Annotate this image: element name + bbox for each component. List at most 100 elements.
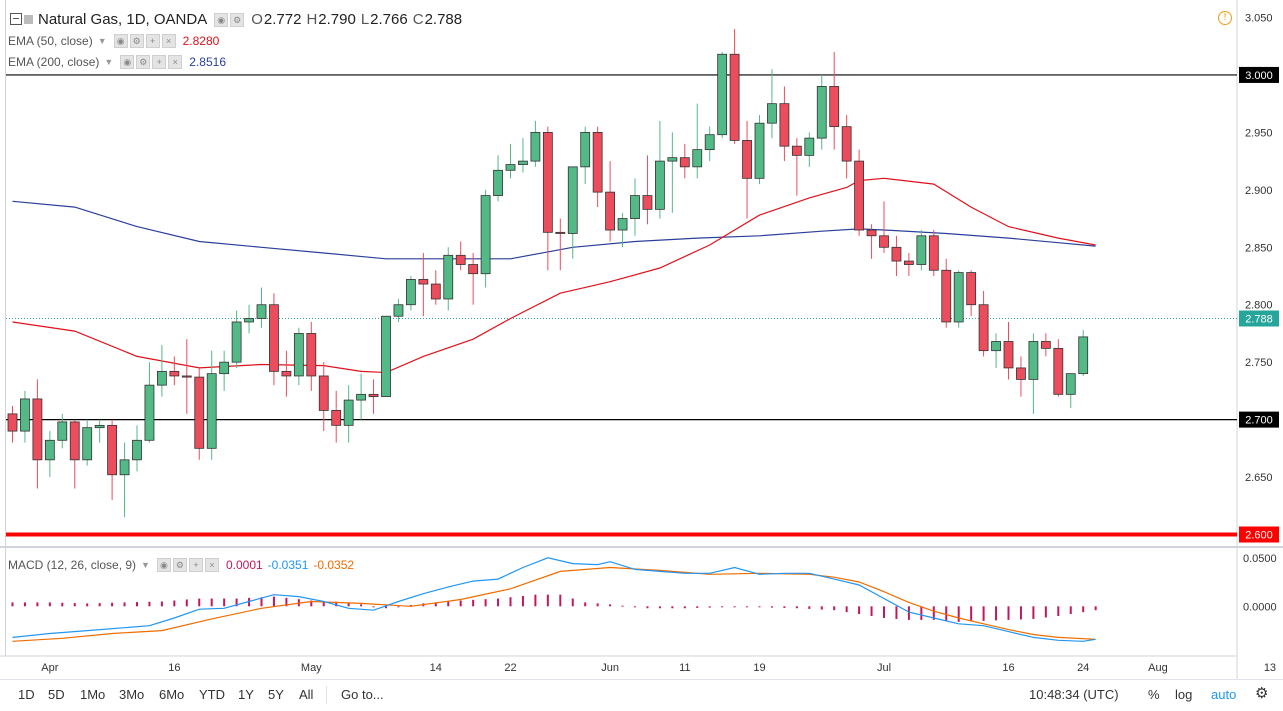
gear-icon[interactable]: ⚙ xyxy=(129,34,144,48)
price-tick-label: 2.650 xyxy=(1245,472,1273,484)
macd-histogram-bar xyxy=(1094,606,1097,611)
macd-action-icons[interactable]: ◉ ⚙ + × xyxy=(156,558,219,572)
add-icon[interactable]: + xyxy=(188,558,203,572)
candle xyxy=(630,178,640,236)
macd-histogram-bar xyxy=(322,601,325,607)
macd-histogram-bar xyxy=(658,606,661,609)
timeframe-5d[interactable]: 5D xyxy=(48,687,65,702)
chart-canvas[interactable]: 3.000 2.700 2.600 3.050 2.950 2.900 2.850 2.800… xyxy=(0,0,1283,679)
last-price-tag xyxy=(1239,310,1279,327)
candle-body xyxy=(916,235,927,265)
gear-icon[interactable]: ⚙ xyxy=(136,55,151,69)
macd-histogram-bar xyxy=(23,602,26,607)
timeframe-all[interactable]: All xyxy=(299,687,314,702)
macd-histogram-bar xyxy=(646,606,649,609)
macd-histogram-bar xyxy=(509,597,512,607)
macd-histogram-bar xyxy=(858,606,861,615)
goto-button[interactable]: Go to... xyxy=(341,687,384,702)
macd-histogram-bar xyxy=(546,594,549,607)
timeframe-3mo[interactable]: 3Mo xyxy=(119,687,145,702)
timeframe-1mo[interactable]: 1Mo xyxy=(80,687,106,702)
candle-body xyxy=(443,254,454,300)
candle xyxy=(580,126,591,185)
alert-clock-icon[interactable]: ! xyxy=(1218,11,1232,25)
ema200-caret-icon[interactable]: ▼ xyxy=(104,57,114,67)
candle-body xyxy=(978,304,989,352)
macd-histogram-bar xyxy=(472,599,475,607)
macd-histogram-bar xyxy=(210,598,213,607)
ema50-caret-icon[interactable]: ▼ xyxy=(97,36,107,46)
timeframe-6mo[interactable]: 6Mo xyxy=(159,687,185,702)
macd-histogram-bar xyxy=(1019,606,1022,620)
log-toggle[interactable]: log xyxy=(1175,687,1193,702)
add-icon[interactable]: + xyxy=(152,55,167,69)
close-icon[interactable]: × xyxy=(161,34,176,48)
macd-histogram-bar xyxy=(335,601,338,607)
candle-body xyxy=(605,191,615,231)
eye-icon[interactable]: ◉ xyxy=(120,55,135,69)
candle xyxy=(318,362,329,432)
macd-histogram-bar xyxy=(223,598,226,607)
price-tick-label: 2.800 xyxy=(1245,300,1273,312)
candle xyxy=(592,126,603,208)
symbol-title[interactable]: Natural Gas, 1D, OANDA xyxy=(38,11,208,28)
candle xyxy=(82,419,93,466)
candle-body xyxy=(580,131,591,168)
gear-icon[interactable]: ⚙ xyxy=(172,558,187,572)
candle xyxy=(1016,356,1026,397)
gear-icon[interactable]: ⚙ xyxy=(230,12,245,27)
macd-histogram-bar xyxy=(584,602,587,607)
add-icon[interactable]: + xyxy=(145,34,160,48)
legend-action-icons[interactable]: ◉ ⚙ xyxy=(214,12,245,27)
macd-histogram-bar xyxy=(571,598,574,607)
macd-histogram-bar xyxy=(883,606,885,618)
macd-histogram-bar xyxy=(111,602,114,607)
settings-gear-icon[interactable]: ⚙ xyxy=(1255,685,1269,702)
ema50-label[interactable]: EMA (50, close) xyxy=(8,34,93,48)
macd-histogram-bar xyxy=(1069,606,1072,615)
candle-body xyxy=(82,427,93,461)
macd-signal-value: -0.0352 xyxy=(313,558,355,572)
candle-body xyxy=(928,235,939,271)
timeframe-5y[interactable]: 5Y xyxy=(268,687,284,702)
candle xyxy=(879,201,889,254)
ema50-action-icons[interactable]: ◉ ⚙ + × xyxy=(113,34,176,48)
date-tick-label: 24 xyxy=(1077,662,1089,674)
candle-body xyxy=(717,53,728,136)
close-icon[interactable]: × xyxy=(204,558,219,572)
eye-icon[interactable]: ◉ xyxy=(113,34,128,48)
close-icon[interactable]: × xyxy=(168,55,183,69)
ema200-action-icons[interactable]: ◉ ⚙ + × xyxy=(120,55,183,69)
candle-body xyxy=(904,260,914,265)
candle-body xyxy=(1003,341,1014,369)
macd-histogram-bar xyxy=(708,606,711,608)
macd-histogram-bar xyxy=(621,605,624,607)
percent-toggle[interactable]: % xyxy=(1148,687,1160,702)
candle-body xyxy=(1078,336,1089,375)
candle-body xyxy=(69,421,80,461)
candle xyxy=(1028,333,1039,414)
eye-icon[interactable]: ◉ xyxy=(214,12,229,27)
auto-toggle[interactable]: auto xyxy=(1211,687,1237,702)
eye-icon[interactable]: ◉ xyxy=(156,558,171,572)
ema50-legend[interactable]: EMA (50, close) ▼ ◉ ⚙ + × 2.8280 xyxy=(8,34,219,48)
candle xyxy=(20,390,30,443)
candle xyxy=(94,419,105,443)
macd-label[interactable]: MACD (12, 26, close, 9) xyxy=(8,558,137,572)
macd-caret-icon[interactable]: ▼ xyxy=(141,560,150,570)
timeframe-1y[interactable]: 1Y xyxy=(238,687,254,702)
utc-clock[interactable]: 10:48:34 (UTC) xyxy=(1029,687,1119,702)
candle xyxy=(132,425,142,472)
ema200-legend[interactable]: EMA (200, close) ▼ ◉ ⚙ + × 2.8516 xyxy=(8,55,226,69)
ema200-label[interactable]: EMA (200, close) xyxy=(8,55,100,69)
price-tick-label: 3.050 xyxy=(1245,12,1273,24)
macd-histogram-bar xyxy=(1032,606,1035,619)
macd-histogram-bar xyxy=(920,606,923,620)
candle xyxy=(455,241,466,271)
candle xyxy=(107,419,117,501)
timeframe-ytd[interactable]: YTD xyxy=(199,687,225,702)
ohlc-open: O2.772 xyxy=(251,11,302,28)
collapse-legend-icon[interactable] xyxy=(10,13,22,25)
macd-legend[interactable]: MACD (12, 26, close, 9) ▼ ◉ ⚙ + × 0.0001 -0… xyxy=(8,558,354,572)
timeframe-1d[interactable]: 1D xyxy=(18,687,35,702)
